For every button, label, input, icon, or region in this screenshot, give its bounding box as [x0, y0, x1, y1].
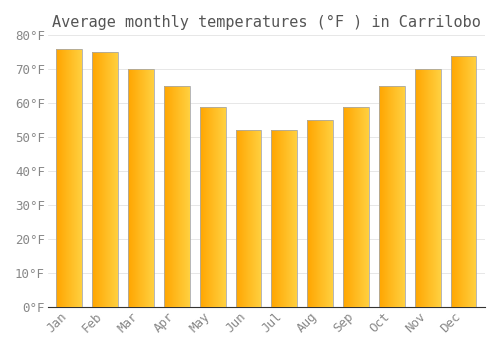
Bar	[200, 107, 226, 307]
Bar	[343, 107, 369, 307]
Bar	[56, 49, 82, 307]
Bar	[128, 69, 154, 307]
Bar	[450, 56, 476, 307]
Title: Average monthly temperatures (°F ) in Carrilobo: Average monthly temperatures (°F ) in Ca…	[52, 15, 481, 30]
Bar	[236, 131, 262, 307]
Bar	[415, 69, 440, 307]
Bar	[272, 131, 297, 307]
Bar	[307, 120, 333, 307]
Bar	[379, 86, 404, 307]
Bar	[164, 86, 190, 307]
Bar	[92, 52, 118, 307]
